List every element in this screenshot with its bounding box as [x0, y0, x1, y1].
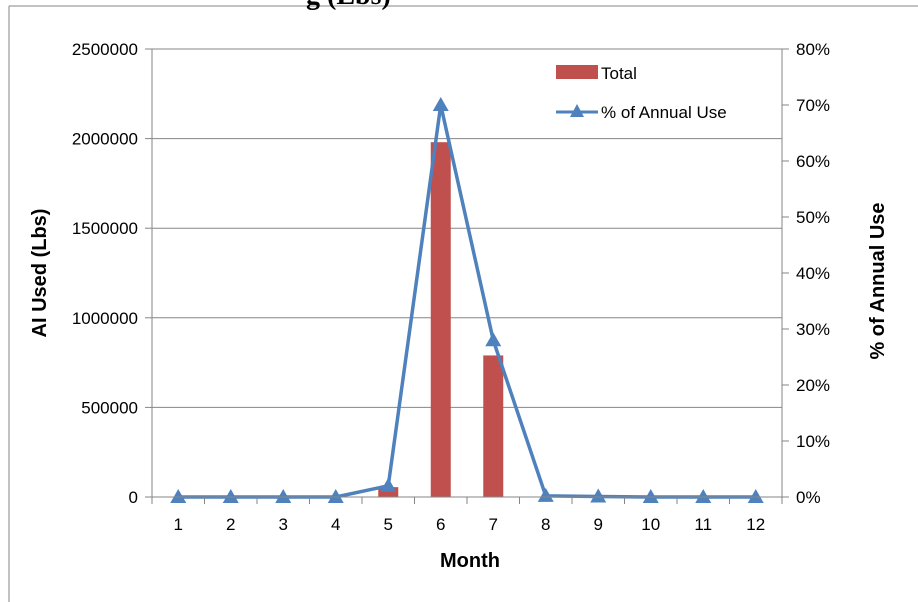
right-tick-label: 0% [796, 488, 821, 507]
legend-marker-percent [570, 104, 584, 117]
x-tick-label: 10 [641, 515, 660, 534]
x-tick-label: 5 [384, 515, 393, 534]
line-marker-month-5 [380, 477, 397, 492]
right-tick-label: 60% [796, 152, 830, 171]
x-tick-labels: 1 2 3 4 5 6 7 8 9 10 11 12 [174, 515, 766, 534]
legend: Total % of Annual Use [556, 64, 727, 122]
y-axis-title: AI Used (Lbs) [29, 209, 51, 338]
legend-label-total: Total [601, 64, 637, 83]
bars [378, 142, 504, 497]
x-tick-label: 11 [694, 515, 712, 534]
bar-total-month-7 [483, 355, 504, 497]
line-marker-month-11 [695, 489, 712, 503]
x-tick-label: 7 [489, 515, 498, 534]
x-tick-label: 6 [436, 515, 445, 534]
right-tick-label: 30% [796, 320, 830, 339]
right-tick-label: 40% [796, 264, 830, 283]
x-tick-label: 4 [331, 515, 340, 534]
left-tick-label: 2500000 [72, 40, 138, 59]
right-tick-label: 70% [796, 96, 830, 115]
line-marker-month-9 [590, 488, 607, 503]
line-marker-month-8 [537, 487, 554, 502]
x-tick-label: 12 [746, 515, 765, 534]
right-tick-label: 10% [796, 432, 830, 451]
legend-swatch-total [556, 65, 598, 79]
right-tick-label: 80% [796, 40, 830, 59]
line-marker-month-10 [642, 489, 659, 503]
bar-total-month-5 [378, 487, 399, 497]
right-tick-labels: 0% 10% 20% 30% 40% 50% 60% 70% 80% [796, 40, 830, 507]
line-marker-month-12 [747, 489, 764, 503]
axes [145, 48, 789, 504]
chart-title: g (Lbs) [306, 0, 391, 11]
left-tick-label: 2000000 [72, 130, 138, 149]
x-tick-label: 8 [541, 515, 550, 534]
right-tick-label: 20% [796, 376, 830, 395]
left-tick-label: 1500000 [72, 219, 138, 238]
x-tick-label: 1 [174, 515, 183, 534]
x-tick-label: 2 [226, 515, 235, 534]
x-tick-label: 9 [594, 515, 603, 534]
line-marker-month-3 [275, 489, 292, 503]
x-axis-title: Month [440, 550, 500, 572]
legend-label-percent: % of Annual Use [601, 103, 727, 122]
line-marker-month-6 [432, 97, 449, 111]
line-marker-month-7 [485, 332, 502, 347]
right-tick-label: 50% [796, 208, 830, 227]
left-tick-label: 500000 [81, 398, 138, 417]
left-tick-label: 1000000 [72, 309, 138, 328]
line-marker-month-1 [170, 489, 187, 503]
left-tick-label: 0 [129, 488, 138, 507]
left-tick-labels: 0 500000 1000000 1500000 2000000 2500000 [72, 40, 138, 507]
y2-axis-title: % of Annual Use [867, 202, 889, 359]
bar-total-month-6 [430, 142, 451, 497]
line-marker-month-4 [327, 489, 344, 503]
line-marker-month-2 [222, 489, 239, 503]
x-tick-label: 3 [279, 515, 288, 534]
